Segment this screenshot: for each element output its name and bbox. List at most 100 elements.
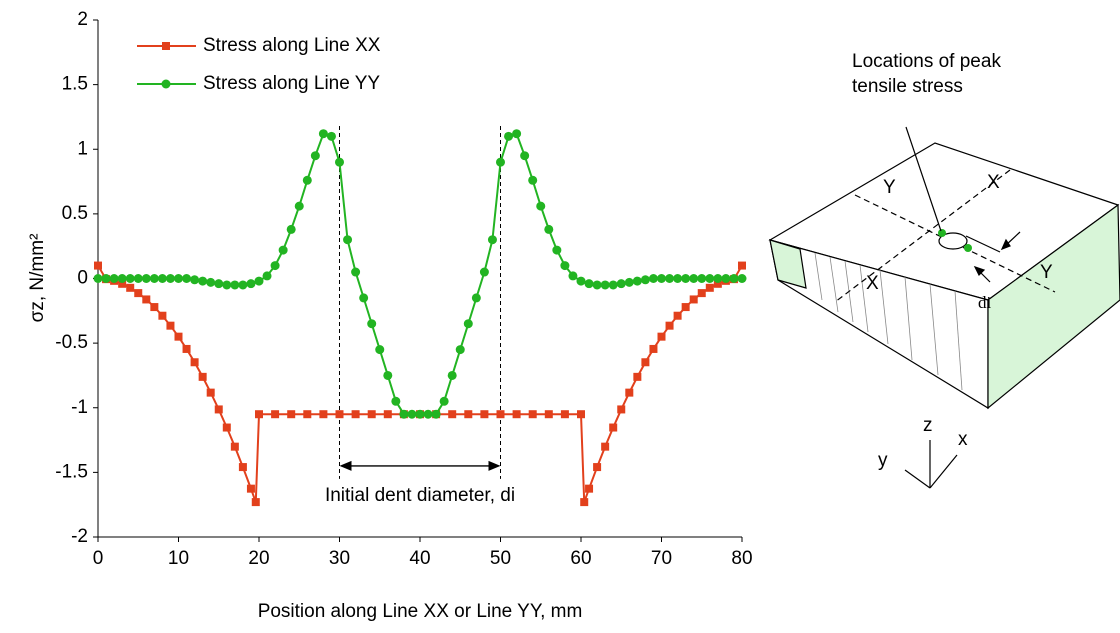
point bbox=[536, 201, 546, 211]
point bbox=[150, 303, 159, 312]
point bbox=[560, 261, 570, 271]
point bbox=[174, 274, 183, 283]
point bbox=[601, 442, 610, 451]
point bbox=[383, 370, 393, 380]
point bbox=[318, 129, 328, 139]
point bbox=[383, 410, 392, 419]
point bbox=[520, 151, 530, 161]
y-tick-label: -2 bbox=[71, 526, 88, 547]
callout-text: Locations of peak bbox=[852, 51, 1001, 72]
point bbox=[528, 175, 538, 185]
line-label: X bbox=[866, 273, 879, 294]
point bbox=[142, 295, 151, 304]
point bbox=[149, 274, 159, 283]
point bbox=[117, 274, 127, 283]
point bbox=[577, 410, 585, 419]
x-tick-label: 0 bbox=[93, 548, 104, 569]
point bbox=[448, 410, 457, 419]
arrow-head bbox=[973, 265, 986, 277]
point bbox=[94, 261, 102, 270]
peak-point bbox=[938, 229, 946, 237]
point bbox=[625, 388, 634, 397]
y-tick-label: 0 bbox=[77, 268, 88, 289]
legend-label: Stress along Line YY bbox=[203, 73, 380, 94]
point bbox=[302, 175, 312, 185]
arrow-head bbox=[1000, 238, 1011, 251]
dent-label: di bbox=[978, 293, 992, 312]
point bbox=[681, 274, 691, 283]
line-label: Y bbox=[883, 177, 896, 198]
point bbox=[439, 396, 449, 406]
point bbox=[214, 405, 223, 414]
point bbox=[600, 280, 610, 290]
point bbox=[158, 311, 167, 320]
point bbox=[512, 410, 521, 419]
axis-x bbox=[929, 454, 958, 489]
point bbox=[729, 274, 739, 283]
x-tick-label: 10 bbox=[168, 548, 189, 569]
point bbox=[319, 410, 328, 419]
point bbox=[697, 274, 707, 283]
series-line bbox=[97, 265, 743, 503]
point bbox=[230, 280, 240, 290]
point bbox=[375, 345, 385, 355]
point bbox=[303, 410, 312, 419]
point bbox=[657, 274, 666, 283]
point bbox=[287, 410, 296, 419]
side-strip bbox=[769, 239, 807, 289]
point bbox=[479, 267, 489, 277]
point bbox=[351, 410, 360, 419]
point bbox=[423, 409, 433, 419]
axis-y bbox=[904, 469, 931, 489]
point bbox=[246, 279, 256, 289]
point bbox=[262, 271, 272, 281]
axis-label: y bbox=[878, 450, 888, 471]
point bbox=[464, 410, 473, 419]
point bbox=[480, 410, 489, 419]
point bbox=[238, 280, 248, 290]
point bbox=[617, 405, 626, 414]
point bbox=[174, 332, 183, 341]
arrow-head bbox=[339, 460, 352, 471]
line-label: X bbox=[987, 172, 1000, 193]
point bbox=[648, 274, 658, 283]
point bbox=[528, 410, 537, 419]
point bbox=[713, 279, 722, 288]
point bbox=[214, 279, 224, 289]
point bbox=[496, 157, 505, 167]
point bbox=[737, 274, 747, 283]
y-axis-label: σz, N/mm² bbox=[27, 234, 48, 323]
point bbox=[665, 321, 674, 330]
point bbox=[705, 274, 715, 283]
point bbox=[198, 276, 208, 286]
axis-label: z bbox=[923, 415, 933, 436]
point bbox=[238, 463, 247, 472]
point bbox=[673, 311, 682, 320]
point bbox=[351, 267, 361, 277]
point bbox=[447, 370, 457, 380]
annotation-text: Initial dent diameter, di bbox=[325, 485, 515, 506]
point bbox=[157, 274, 167, 283]
peak-point bbox=[964, 244, 972, 252]
y-tick-label: -1 bbox=[71, 397, 88, 418]
point bbox=[198, 372, 207, 381]
x-tick-label: 50 bbox=[490, 548, 511, 569]
diagram bbox=[768, 126, 1120, 489]
legend-label: Stress along Line XX bbox=[203, 35, 381, 56]
point bbox=[705, 283, 714, 292]
point bbox=[697, 289, 706, 298]
point bbox=[584, 279, 594, 289]
point bbox=[496, 410, 505, 419]
x-tick-label: 40 bbox=[409, 548, 430, 569]
point bbox=[673, 274, 683, 283]
point bbox=[126, 283, 135, 292]
point bbox=[585, 484, 594, 493]
point bbox=[182, 274, 192, 283]
point bbox=[616, 279, 626, 289]
point bbox=[713, 274, 723, 283]
point bbox=[271, 410, 280, 419]
point bbox=[246, 484, 255, 493]
point bbox=[206, 388, 215, 397]
y-tick-label: -1.5 bbox=[55, 461, 88, 482]
point bbox=[278, 245, 288, 255]
